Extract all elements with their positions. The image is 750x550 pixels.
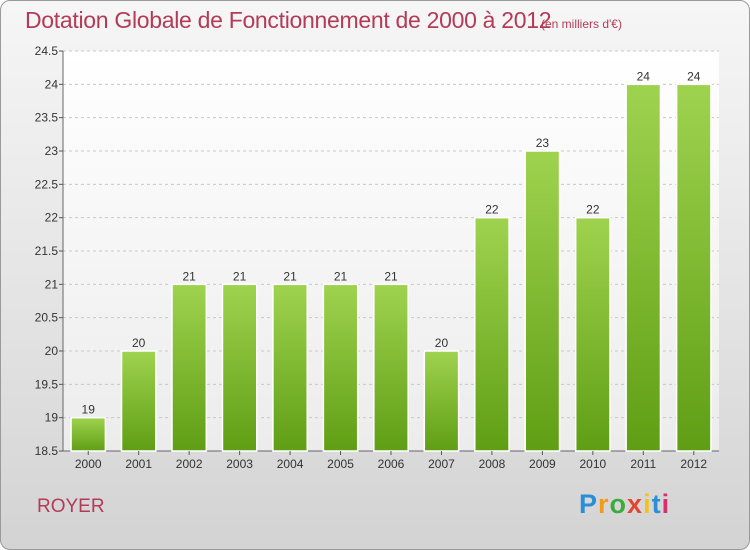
bar-value-label: 22 xyxy=(485,203,499,217)
bar-value-label: 24 xyxy=(687,69,701,83)
bar xyxy=(373,283,409,452)
x-tick-label: 2003 xyxy=(226,457,253,471)
bar xyxy=(474,216,510,452)
logo-letter: x xyxy=(627,489,644,519)
bar xyxy=(272,283,308,452)
unit-note: (en milliers d'€) xyxy=(541,17,622,31)
x-tick-label: 2001 xyxy=(125,457,152,471)
bar-value-label: 20 xyxy=(132,336,146,350)
logo-letter: t xyxy=(651,489,662,519)
logo-letter: i xyxy=(643,489,652,519)
bar xyxy=(171,283,208,452)
y-tick-label: 19 xyxy=(45,411,59,425)
bar-value-label: 22 xyxy=(586,203,600,217)
bar xyxy=(524,150,561,452)
bar-value-label: 19 xyxy=(82,403,96,417)
x-tick-label: 2009 xyxy=(529,457,556,471)
y-tick-label: 24.5 xyxy=(35,44,59,58)
logo-letter: o xyxy=(609,489,628,519)
x-tick-label: 2008 xyxy=(479,457,506,471)
bar-value-label: 23 xyxy=(536,136,550,150)
x-axis-ticks: 2000 2001 2002 2003 2004 2005 2006 2007 2008 2009… xyxy=(75,451,707,471)
y-tick-label: 23.5 xyxy=(35,111,59,125)
logo-letter: i xyxy=(661,489,671,519)
x-tick-label: 2005 xyxy=(327,457,354,471)
x-tick-label: 2011 xyxy=(630,457,656,471)
y-tick-label: 22.5 xyxy=(35,177,59,191)
bar-value-label: 21 xyxy=(233,269,247,283)
bar xyxy=(120,350,157,452)
x-tick-label: 2004 xyxy=(277,457,304,471)
bar-value-label: 21 xyxy=(334,269,348,283)
bar xyxy=(675,83,712,452)
x-tick-label: 2012 xyxy=(680,457,707,471)
y-tick-label: 18.5 xyxy=(35,444,59,458)
bar xyxy=(625,83,662,452)
x-tick-label: 2010 xyxy=(579,457,606,471)
commune-name: ROYER xyxy=(37,496,105,517)
bar xyxy=(221,283,258,452)
bars: 19 20 21 21 21 21 21 20 22 23 22 24 24 xyxy=(70,69,712,452)
bar xyxy=(70,416,107,452)
x-tick-label: 2007 xyxy=(428,457,455,471)
chart-title: Dotation Globale de Fonctionnement de 20… xyxy=(25,7,552,33)
bar-value-label: 21 xyxy=(384,269,398,283)
y-tick-label: 24 xyxy=(45,77,59,91)
bar xyxy=(423,350,460,452)
bar-value-label: 24 xyxy=(637,69,651,83)
bar xyxy=(322,283,359,452)
proxiti-logo: Proxiti xyxy=(579,489,670,520)
y-tick-label: 23 xyxy=(45,144,59,158)
y-axis-ticks: 18.5 19 19.5 20 20.5 21 21.5 22 22.5 23 23.5 24 24.5 xyxy=(35,44,63,458)
logo-letter: P xyxy=(579,489,599,519)
y-tick-label: 21 xyxy=(45,277,59,291)
bar xyxy=(574,216,611,452)
y-tick-label: 20 xyxy=(45,344,59,358)
bar-value-label: 20 xyxy=(435,336,449,350)
bar-value-label: 21 xyxy=(283,269,297,283)
y-tick-label: 19.5 xyxy=(35,377,59,391)
x-tick-label: 2000 xyxy=(75,457,102,471)
y-tick-label: 20.5 xyxy=(35,311,59,325)
bar-value-label: 21 xyxy=(182,269,196,283)
x-tick-label: 2002 xyxy=(176,457,203,471)
y-tick-label: 22 xyxy=(45,211,59,225)
logo-letter: r xyxy=(598,489,610,519)
x-tick-label: 2006 xyxy=(378,457,405,471)
y-tick-label: 21.5 xyxy=(35,244,59,258)
